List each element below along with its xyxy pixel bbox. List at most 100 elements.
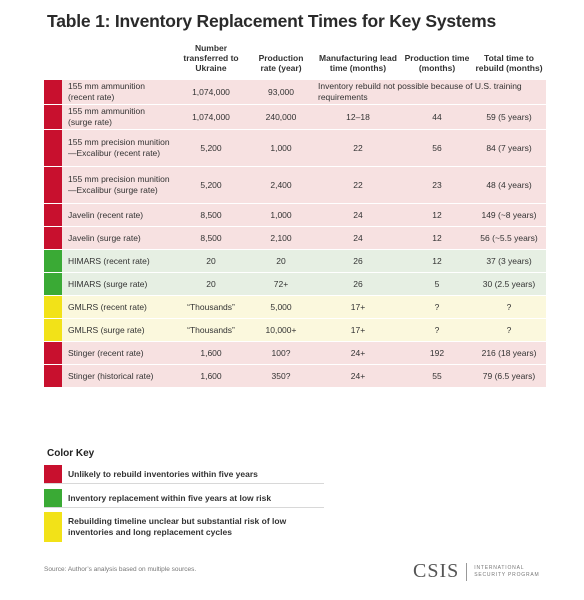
system-name-cell: 155 mm precision munition—Excalibur (rec… <box>62 129 174 168</box>
production-rate-cell: 240,000 <box>248 104 314 131</box>
number-transferred-cell: 5,200 <box>174 166 248 205</box>
total-time-cell: 30 (2.5 years) <box>472 272 546 297</box>
lead-time-cell: 26 <box>314 272 402 297</box>
lead-time-cell: 22 <box>314 129 402 168</box>
red-risk-swatch <box>44 226 62 251</box>
lead-time-cell: 17+ <box>314 295 402 320</box>
number-transferred-cell: 20 <box>174 272 248 297</box>
color-key-item-green: Inventory replacement within five years … <box>44 489 324 508</box>
system-name-cell: Stinger (recent rate) <box>62 341 174 366</box>
production-time-cell: 56 <box>402 129 472 168</box>
lead-time-cell: 24 <box>314 226 402 251</box>
production-time-cell: ? <box>402 318 472 343</box>
total-time-cell: 48 (4 years) <box>472 166 546 205</box>
production-time-cell: 192 <box>402 341 472 366</box>
logo-divider <box>466 562 468 581</box>
green-risk-swatch <box>44 249 62 274</box>
total-time-cell: 56 (~5.5 years) <box>472 226 546 251</box>
system-name-cell: HIMARS (recent rate) <box>62 249 174 274</box>
inventory-table: Number transferred to Ukraine Production… <box>44 41 546 389</box>
table-row: Javelin (surge rate) 8,500 2,100 24 12 56 (~5… <box>44 226 546 251</box>
production-rate-cell: 72+ <box>248 272 314 297</box>
red-swatch <box>44 465 62 483</box>
number-transferred-cell: 20 <box>174 249 248 274</box>
number-transferred-cell: 5,200 <box>174 129 248 168</box>
table-row: GMLRS (recent rate) “Thousands” 5,000 17+?? <box>44 295 546 320</box>
lead-time-cell: 24 <box>314 203 402 228</box>
number-transferred-cell: 1,074,000 <box>174 79 248 106</box>
system-name-cell: GMLRS (surge rate) <box>62 318 174 343</box>
color-key-item-yellow: Rebuilding timeline unclear but substant… <box>44 512 324 542</box>
number-transferred-cell: 1,600 <box>174 341 248 366</box>
header-system <box>62 41 174 80</box>
production-rate-cell: 100? <box>248 341 314 366</box>
production-time-cell: 12 <box>402 249 472 274</box>
table-row: 155 mm precision munition—Excalibur (sur… <box>44 166 546 205</box>
header-rate: Production rate (year) <box>258 53 304 74</box>
number-transferred-cell: 8,500 <box>174 203 248 228</box>
color-key-item-red: Unlikely to rebuild inventories within f… <box>44 465 324 484</box>
color-key-label: Inventory replacement within five years … <box>68 492 272 503</box>
system-name-cell: 155 mm precision munition—Excalibur (sur… <box>62 166 174 205</box>
lead-time-cell: 17+ <box>314 318 402 343</box>
logo-org-line1: INTERNATIONAL <box>474 564 525 571</box>
red-risk-swatch <box>44 341 62 366</box>
red-risk-swatch <box>44 104 62 131</box>
logo-org-line2: SECURITY PROGRAM <box>474 571 540 578</box>
table-row: 155 mm precision munition—Excalibur (rec… <box>44 129 546 168</box>
production-rate-cell: 350? <box>248 364 314 389</box>
lead-time-cell: 12–18 <box>314 104 402 131</box>
production-rate-cell: 20 <box>248 249 314 274</box>
total-time-cell: 84 (7 years) <box>472 129 546 168</box>
green-swatch <box>44 489 62 507</box>
production-rate-cell: 93,000 <box>248 79 314 106</box>
red-risk-swatch <box>44 166 62 205</box>
production-time-cell: 23 <box>402 166 472 205</box>
production-rate-cell: 2,400 <box>248 166 314 205</box>
system-name-cell: 155 mm ammunition (recent rate) <box>62 79 174 106</box>
total-time-cell: 59 (5 years) <box>472 104 546 131</box>
production-time-cell: ? <box>402 295 472 320</box>
table-body: 155 mm ammunition (recent rate) 1,074,000… <box>44 79 546 389</box>
production-rate-cell: 1,000 <box>248 129 314 168</box>
number-transferred-cell: 1,600 <box>174 364 248 389</box>
table-row: HIMARS (recent rate) 20 20 26 12 37 (3 years) <box>44 249 546 274</box>
table-row: Stinger (recent rate) 1,600 100? 24+ 192 216 … <box>44 341 546 366</box>
header-swatch <box>44 41 62 80</box>
production-time-cell: 12 <box>402 226 472 251</box>
yellow-risk-swatch <box>44 295 62 320</box>
red-risk-swatch <box>44 79 62 106</box>
csis-logo: CSIS INTERNATIONAL SECURITY PROGRAM <box>413 560 539 583</box>
number-transferred-cell: 1,074,000 <box>174 104 248 131</box>
table-title: Table 1: Inventory Replacement Times for… <box>47 11 496 31</box>
system-name-cell: Stinger (historical rate) <box>62 364 174 389</box>
total-time-cell: ? <box>472 318 546 343</box>
table-header-row: Number transferred to Ukraine Production… <box>44 41 546 80</box>
table-row: 155 mm ammunition (surge rate) 1,074,000 2… <box>44 104 546 131</box>
logo-org-name: INTERNATIONAL SECURITY PROGRAM <box>474 565 539 579</box>
lead-time-cell: 24+ <box>314 341 402 366</box>
total-time-cell: 79 (6.5 years) <box>472 364 546 389</box>
table-row: 155 mm ammunition (recent rate) 1,074,000… <box>44 79 546 106</box>
total-time-cell: ? <box>472 295 546 320</box>
total-time-cell: 216 (18 years) <box>472 341 546 366</box>
lead-time-cell: 22 <box>314 166 402 205</box>
production-rate-cell: 1,000 <box>248 203 314 228</box>
header-production-time: Production time (months) <box>404 53 470 74</box>
number-transferred-cell: “Thousands” <box>174 318 248 343</box>
color-key-label: Unlikely to rebuild inventories within f… <box>68 468 258 479</box>
table-row: Stinger (historical rate) 1,600 350? 24+ 55 7… <box>44 364 546 389</box>
green-risk-swatch <box>44 272 62 297</box>
number-transferred-cell: 8,500 <box>174 226 248 251</box>
red-risk-swatch <box>44 364 62 389</box>
system-name-cell: 155 mm ammunition (surge rate) <box>62 104 174 131</box>
system-name-cell: HIMARS (surge rate) <box>62 272 174 297</box>
production-rate-cell: 2,100 <box>248 226 314 251</box>
lead-time-cell: 26 <box>314 249 402 274</box>
production-time-cell: 44 <box>402 104 472 131</box>
production-rate-cell: 5,000 <box>248 295 314 320</box>
red-risk-swatch <box>44 203 62 228</box>
production-time-cell: 12 <box>402 203 472 228</box>
red-risk-swatch <box>44 129 62 168</box>
table-row: GMLRS (surge rate) “Thousands” 10,000+ 17+?… <box>44 318 546 343</box>
